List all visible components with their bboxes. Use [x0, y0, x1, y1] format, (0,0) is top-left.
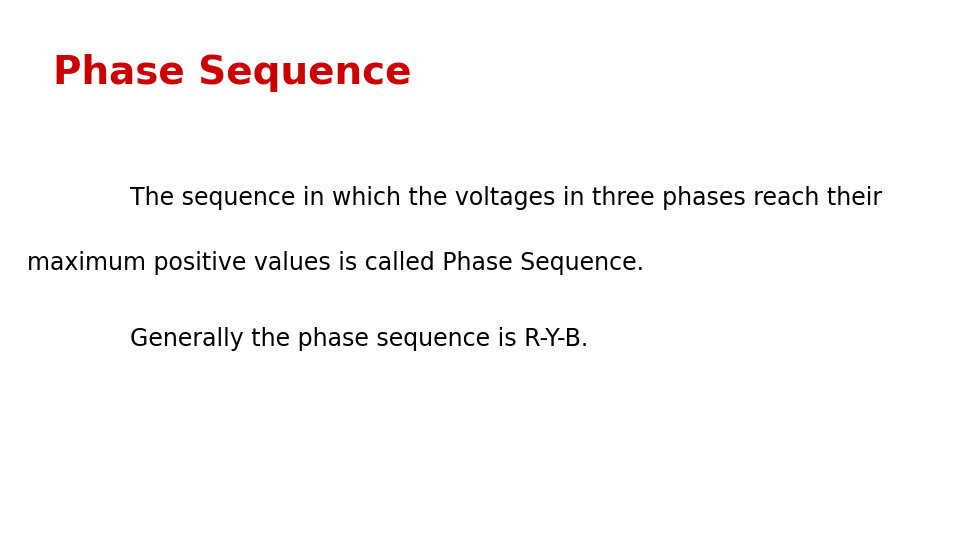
Text: Phase Sequence: Phase Sequence [53, 54, 411, 92]
Text: maximum positive values is called Phase Sequence.: maximum positive values is called Phase … [27, 251, 644, 275]
Text: Generally the phase sequence is R-Y-B.: Generally the phase sequence is R-Y-B. [130, 327, 588, 350]
Text: The sequence in which the voltages in three phases reach their: The sequence in which the voltages in th… [130, 186, 881, 210]
